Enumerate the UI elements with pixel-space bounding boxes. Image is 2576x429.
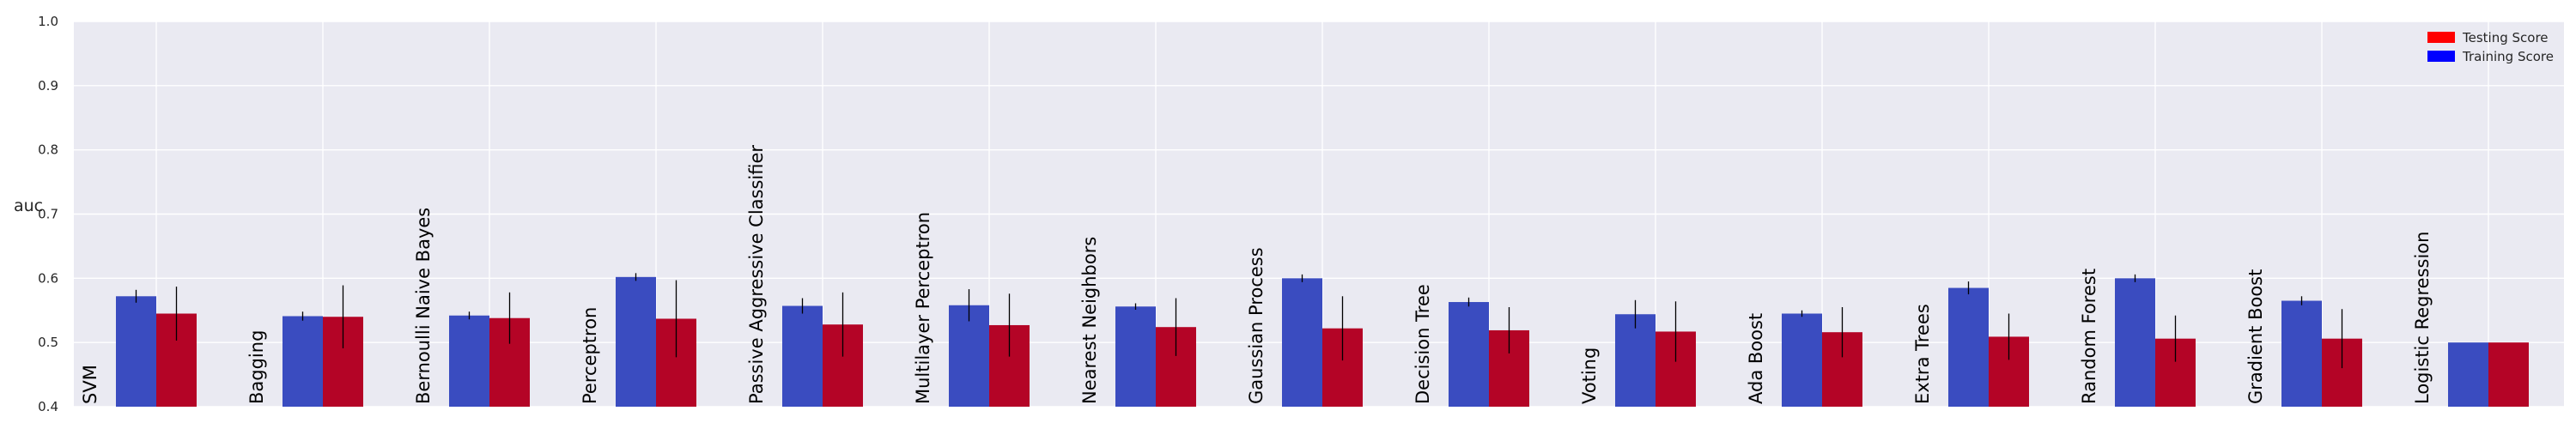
bar-training-score [782, 305, 823, 407]
category-label: Ada Boost [1746, 313, 1766, 404]
error-bars [135, 273, 2343, 369]
bar-training-score [116, 296, 156, 407]
bar-training-score [1282, 278, 1322, 407]
bar-training-score [1615, 314, 1656, 407]
y-axis-label: auc [14, 196, 43, 215]
y-tick-label: 0.8 [38, 142, 58, 158]
bar-training-score [1948, 287, 1989, 407]
category-label: SVM [80, 365, 100, 404]
bar-training-score [2448, 342, 2488, 407]
legend-swatch [2427, 51, 2455, 62]
y-tick-label: 1.0 [38, 14, 58, 29]
category-label: Voting [1579, 347, 1600, 404]
category-label: Passive Aggressive Classifier [746, 145, 767, 404]
bar-training-score [949, 305, 989, 407]
legend-label: Testing Score [2462, 30, 2549, 45]
bar-training-score [2115, 278, 2155, 407]
bar-training-score [449, 315, 489, 407]
bar-testing-score [2488, 342, 2529, 407]
category-label: Nearest Neighbors [1079, 237, 1100, 404]
y-tick-label: 0.4 [38, 399, 58, 414]
legend-swatch [2427, 32, 2455, 43]
legend-label: Training Score [2462, 49, 2554, 64]
category-label: Logistic Regression [2412, 232, 2433, 404]
y-tick-labels: 0.4 0.5 0.6 0.7 0.8 0.9 1.0 [38, 14, 58, 414]
y-tick-label: 0.6 [38, 270, 58, 286]
y-tick-label: 0.5 [38, 335, 58, 350]
category-label: Random Forest [2079, 269, 2099, 404]
bar-training-score [2281, 300, 2322, 407]
category-label: Gaussian Process [1246, 247, 1267, 404]
category-labels: SVM Bagging Bernoulli Naive Bayes Perceptro… [80, 145, 2433, 404]
bar-training-score [616, 276, 656, 407]
category-label: Gradient Boost [2245, 269, 2266, 404]
category-label: Perceptron [580, 307, 600, 404]
y-tick-label: 0.9 [38, 78, 58, 94]
bars [116, 276, 2529, 407]
category-label: Extra Trees [1912, 304, 1933, 404]
category-label: Decision Tree [1413, 284, 1433, 404]
category-label: Bagging [246, 330, 267, 404]
bar-training-score [1115, 306, 1156, 407]
y-tick-label: 0.7 [38, 207, 58, 222]
bar-training-score [283, 316, 323, 407]
legend: Testing Score Training Score [2427, 30, 2554, 64]
category-label: Multilayer Perceptron [913, 212, 933, 404]
bar-training-score [1449, 302, 1489, 407]
bar-training-score [1782, 313, 1822, 407]
category-label: Bernoulli Naive Bayes [413, 208, 434, 404]
